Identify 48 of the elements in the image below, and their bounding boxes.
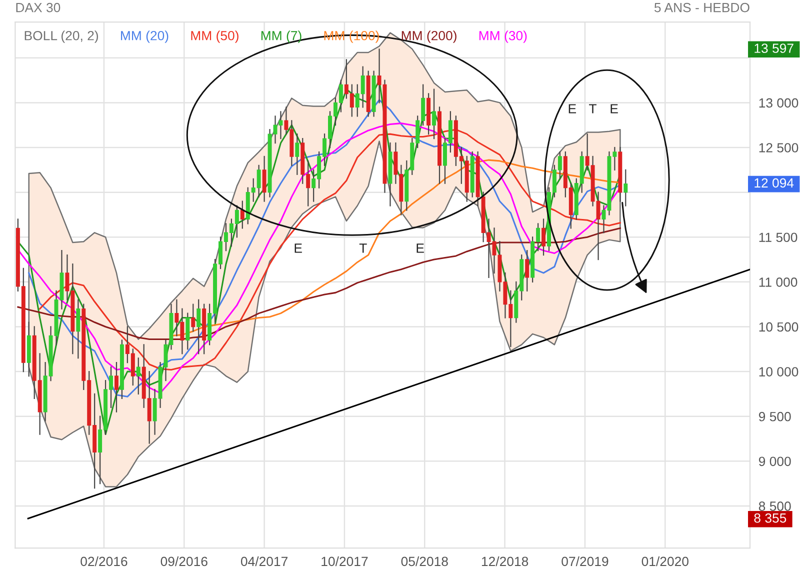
candlestick	[114, 362, 118, 412]
annotation: E	[568, 104, 576, 114]
text: MM (30)	[479, 30, 527, 43]
text: 8 355	[754, 513, 786, 523]
y-tick-label: 9 500	[758, 412, 791, 422]
annotation: E	[294, 244, 302, 253]
x-tick-label: 01/2020	[642, 556, 688, 566]
chart-title: DAX 30	[16, 2, 60, 12]
y-tick-label: 9 000	[758, 456, 791, 466]
candlestick	[76, 299, 80, 359]
x-tick-label: 12/2018	[482, 556, 528, 566]
candlestick	[196, 299, 201, 354]
annotation: E	[610, 104, 618, 114]
y-tick-label: 12 500	[759, 143, 798, 152]
text: MM (20)	[121, 30, 168, 43]
annotation: E	[416, 244, 424, 253]
candlestick	[262, 156, 266, 202]
candlestick	[295, 134, 300, 175]
text: MM (200)	[402, 30, 456, 43]
candlestick	[191, 304, 196, 332]
text: 12 094	[754, 178, 794, 188]
y-tick-label: 11 500	[759, 232, 798, 242]
annotation: T	[359, 244, 367, 253]
x-tick-label: 02/2016	[80, 556, 128, 566]
candlestick	[432, 88, 436, 140]
y-tick-label: 13 000	[759, 98, 798, 108]
annotation: T	[589, 104, 596, 114]
candlestick	[186, 312, 190, 350]
y-tick-label: 11 000	[759, 278, 798, 287]
y-tick-label: 10 000	[759, 367, 798, 376]
line-series	[17, 227, 621, 340]
x-tick-label: 10/2017	[322, 556, 368, 566]
y-tick-label: 10 500	[759, 322, 798, 332]
candlestick	[240, 200, 244, 229]
text: 13 597	[754, 44, 794, 53]
x-tick-label: 09/2016	[160, 556, 208, 566]
x-tick-label: 07/2019	[562, 556, 608, 566]
candlestick	[136, 358, 140, 395]
candlestick	[542, 218, 546, 256]
candlestick	[525, 250, 530, 292]
candlestick	[624, 169, 628, 206]
legend-title: BOLL (20, 2)	[24, 30, 98, 43]
x-tick-label: 05/2018	[401, 556, 448, 566]
chart-subtitle: 5 ANS - HEBDO	[654, 2, 750, 12]
y-tick-label: 8 500	[758, 502, 791, 511]
x-tick-label: 04/2017	[240, 556, 288, 566]
text: MM (7)	[261, 30, 302, 43]
text: MM (50)	[191, 30, 238, 43]
